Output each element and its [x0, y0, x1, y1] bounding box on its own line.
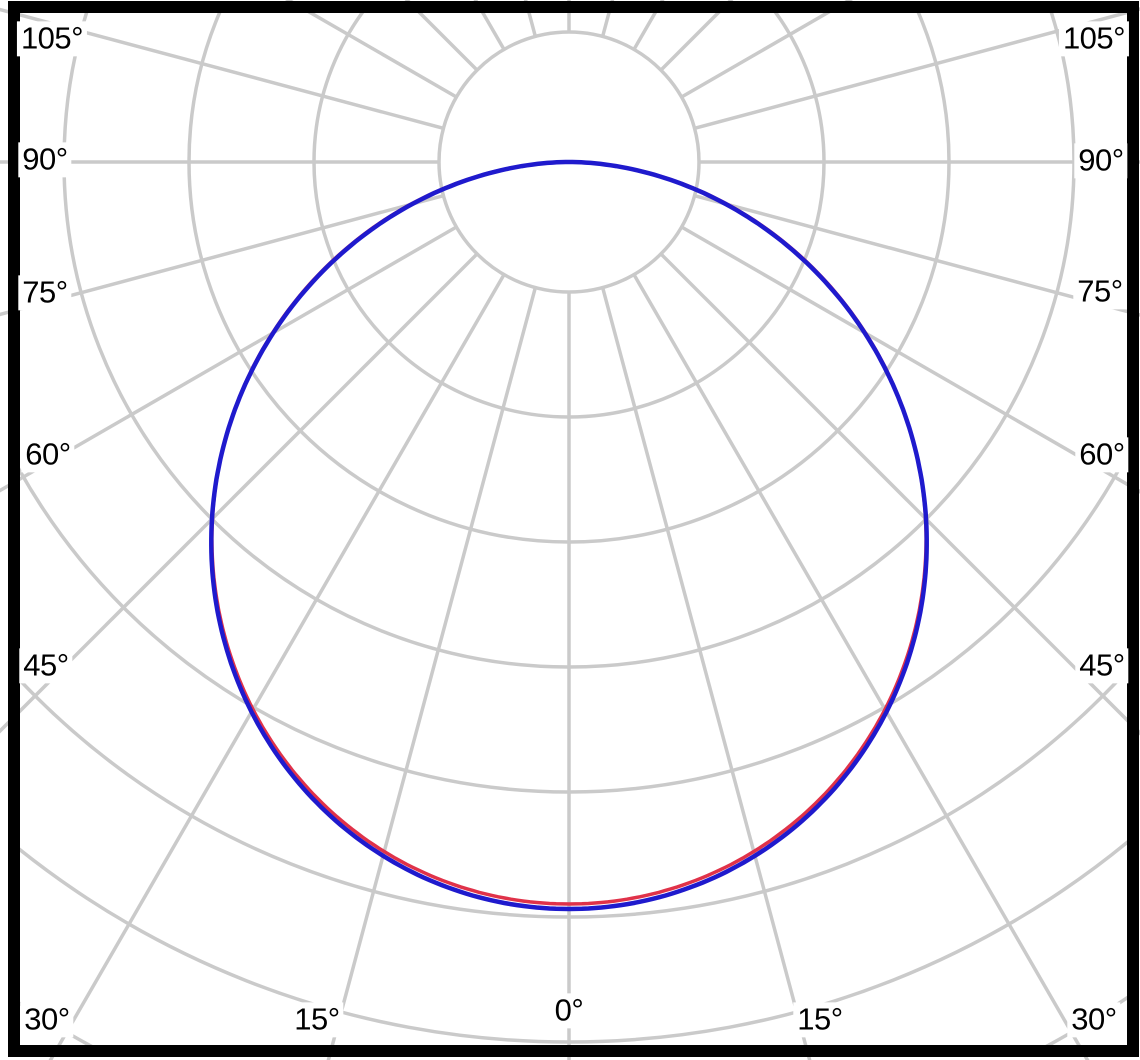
grid-radial-285 [0, 193, 444, 317]
curve-plane-blue [209, 159, 929, 912]
grid-radial-345 [326, 287, 538, 1060]
angle-label: 30° [1067, 1002, 1121, 1037]
angle-label: 90° [1074, 143, 1128, 178]
angle-label: 75° [1073, 274, 1127, 309]
grid-ring-5 [20, 667, 1127, 919]
angle-label: 60° [1075, 437, 1129, 472]
grid-radial-60 [680, 225, 1140, 494]
angle-label: 30° [20, 1002, 74, 1037]
chart-frame [8, 1, 1139, 1057]
grid-radial-15 [600, 287, 812, 1060]
angle-label: 75° [18, 275, 72, 310]
grid-radial-255 [0, 7, 444, 131]
angle-label: 15° [290, 1002, 344, 1037]
angle-label: 60° [21, 437, 75, 472]
grid-ring-2 [187, 13, 951, 544]
angle-label: 105° [1058, 21, 1130, 56]
grid-radial-330 [48, 273, 506, 1060]
grid-radial-300 [0, 225, 458, 493]
grid-ring-0 [437, 30, 701, 294]
grid-radial-45 [659, 252, 1140, 736]
angle-label: 0° [550, 993, 588, 1028]
angle-label: 45° [1075, 648, 1129, 683]
grid-radial-30 [632, 273, 1090, 1060]
angle-label: 105° [16, 21, 88, 56]
grid-ring-1 [312, 13, 826, 419]
grid-radial-105 [694, 7, 1140, 131]
angle-label: 45° [19, 648, 73, 683]
grid-radial-75 [694, 193, 1140, 317]
angle-label: 90° [18, 142, 72, 177]
intensity-curves [209, 159, 929, 912]
grid-ring-4 [20, 450, 1127, 794]
angle-label: 15° [793, 1002, 847, 1037]
